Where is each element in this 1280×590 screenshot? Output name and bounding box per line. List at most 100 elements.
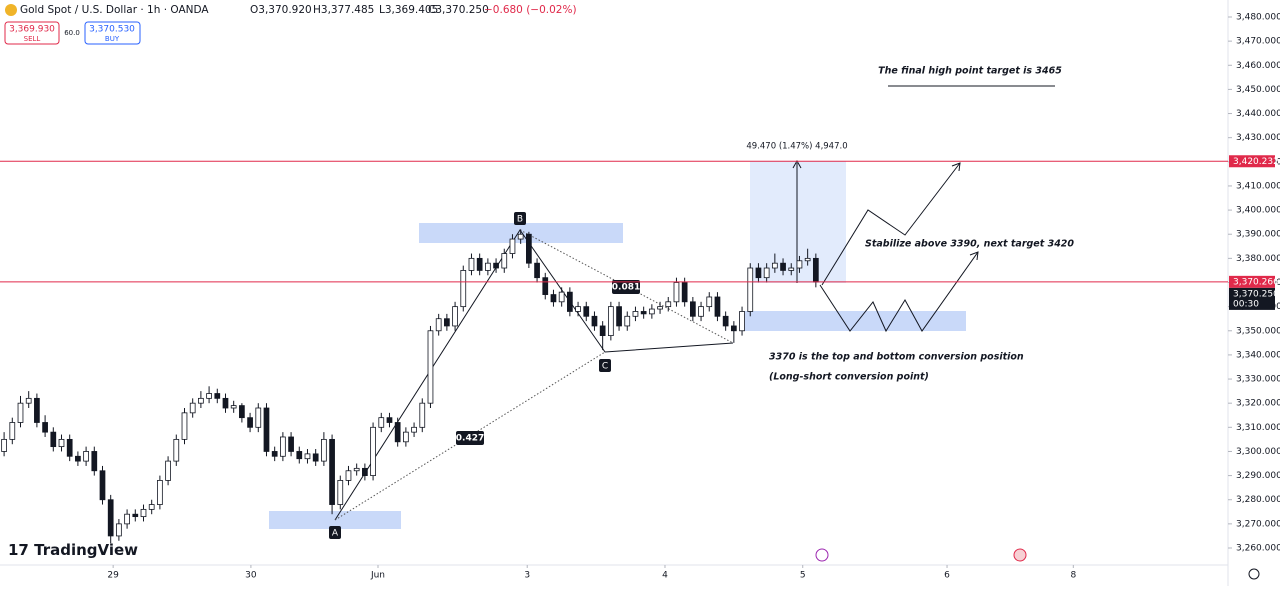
price-tag [1229,155,1275,168]
candle-body [288,436,294,452]
point-label: B [517,215,523,225]
candle-body [575,306,581,312]
ratio-label: 0.081 [612,283,640,293]
label-box [612,280,640,294]
path-projection [821,162,961,286]
candle-body [312,453,319,462]
arrow-head [969,251,979,261]
event-icon[interactable] [815,548,829,562]
candle-body [75,455,81,462]
x-tick-label: 8 [1070,571,1076,581]
last-price-label: 3,370.250 [1233,289,1279,299]
candle-body [657,306,663,310]
x-tick-label: 3 [524,571,530,581]
candle-body [83,451,89,462]
y-tick-label: 3,460.000 [1236,61,1280,71]
candle-body [403,431,409,443]
candle-body [665,301,672,308]
ohlc-open: O3,370.920 [250,4,312,16]
candle-body [476,257,483,271]
candle-body [747,267,754,312]
y-tick-label: 3,480.000 [1236,13,1280,23]
candle-body [157,480,163,505]
candle-body [493,262,499,269]
sell-button[interactable] [4,21,60,45]
candle-body [378,417,385,428]
candle-body [608,306,614,336]
candle-body [370,426,376,476]
candle-body [58,438,65,448]
drawings [0,0,1229,586]
y-tick-label: 3,310.000 [1236,423,1280,433]
candle-body [616,306,622,327]
annotation: The final high point target is 3465 [878,66,1062,77]
candle-body [427,330,434,404]
candle-body [698,306,704,317]
candle-body [763,267,770,279]
buy-button[interactable] [84,21,141,45]
candle-body [271,451,278,457]
y-tick-label: 3,260.000 [1236,544,1280,554]
candle-body [337,480,344,505]
candle-body [591,315,598,327]
candle-body [239,405,245,419]
y-tick-label: 3,440.000 [1236,109,1280,119]
label-box [599,359,611,372]
candle-body [706,296,713,308]
candle-body [452,306,458,327]
candle-body [632,311,639,317]
x-tick-label: Jun [370,571,385,581]
symbol-icon [5,4,17,16]
candle-body [517,233,524,240]
candle-body [714,296,721,317]
candle-body [460,270,467,308]
candle-body [788,267,795,271]
candle-body [132,513,139,518]
candle-body [263,407,270,452]
candle-body [198,397,204,404]
x-tick-label: 29 [107,571,119,581]
candle-body [812,257,819,283]
candle-body [353,467,360,472]
price-tag [1229,275,1275,288]
label-box [456,431,484,445]
candle-body [329,438,335,505]
candle-body [173,438,180,462]
candle-body [230,405,237,409]
measure-label: 49.470 (1.47%) 4,947.0 [746,142,847,152]
candle-body [1,438,7,452]
y-tick-label: 3,450.000 [1236,85,1280,95]
candle-body [304,453,311,460]
x-tick-label: 4 [662,571,668,581]
candle-body [66,438,73,457]
logo: 𝟭𝟳 TradingView [8,541,138,559]
y-tick-label: 3,350.000 [1236,326,1280,336]
spread: 60.0 [64,29,80,37]
y-tick-label: 3,290.000 [1236,471,1280,481]
event-icon[interactable] [1013,548,1027,562]
symbol: Gold Spot / U.S. Dollar · 1h · OANDA [20,4,209,16]
candle-body [17,402,24,423]
y-tick-label: 3,410.000 [1236,181,1280,191]
y-tick-label: 3,470.000 [1236,37,1280,47]
abc-line [334,229,734,521]
x-tick-label: 30 [245,571,257,581]
candle-body [321,438,327,462]
candle-body [730,325,737,332]
candle-body [362,467,368,476]
candle-body [394,422,401,443]
candle-body [550,294,557,303]
candle-body [116,523,122,537]
candle-body [165,460,171,481]
candle-body [673,282,680,303]
candle-body [485,262,491,271]
candle-body [181,412,188,440]
label-box [514,212,526,225]
candles [1,229,819,544]
settings-icon[interactable] [1248,568,1260,580]
candle-body [780,262,786,271]
candle-body [567,291,573,312]
sell-price: 3,369.930 [9,25,55,35]
